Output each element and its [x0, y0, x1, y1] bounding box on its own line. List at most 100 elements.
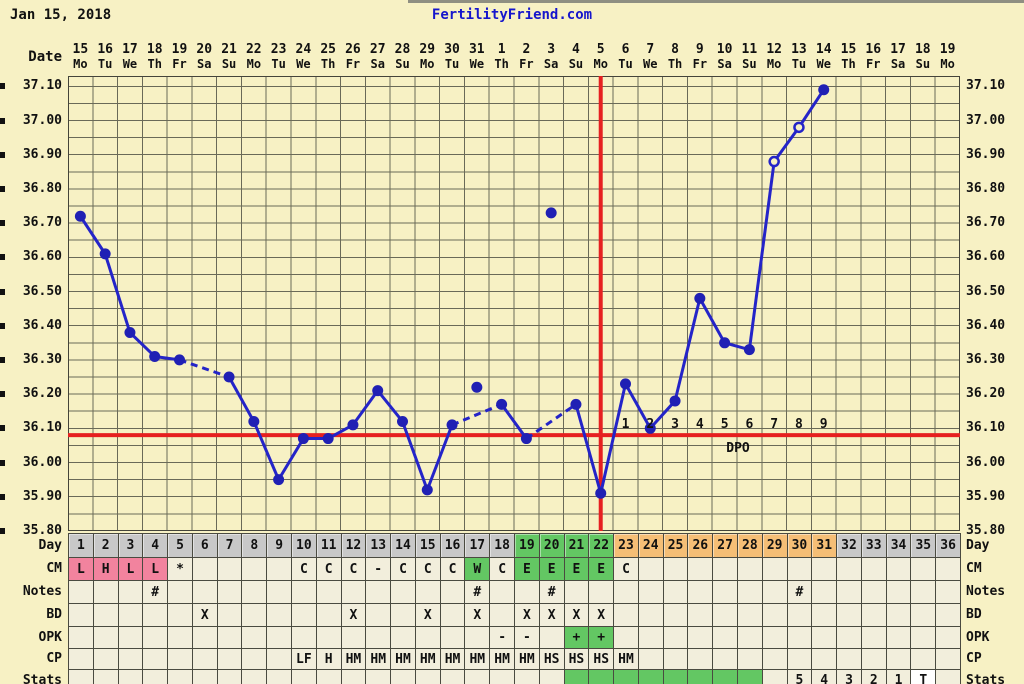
stats-cell-day-27[interactable] — [712, 669, 738, 684]
notes-cell-day-29[interactable] — [761, 580, 788, 604]
temp-point-day-18[interactable] — [496, 398, 508, 410]
stats-cell-day-36[interactable] — [935, 669, 961, 684]
notes-cell-day-27[interactable] — [712, 580, 738, 604]
cm-cell-day-1[interactable]: L — [68, 557, 94, 581]
cp-cell-day-34[interactable] — [885, 648, 912, 670]
cm-cell-day-3[interactable]: L — [117, 557, 144, 581]
bd-cell-day-3[interactable] — [117, 603, 144, 627]
cp-cell-day-15[interactable]: HM — [414, 648, 441, 670]
stats-cell-day-30[interactable]: 5 — [786, 669, 813, 684]
cp-cell-day-31[interactable] — [811, 648, 838, 670]
opk-cell-day-31[interactable] — [811, 626, 838, 649]
bd-cell-day-10[interactable] — [291, 603, 317, 627]
bd-cell-day-23[interactable] — [613, 603, 639, 627]
opk-cell-day-11[interactable] — [315, 626, 342, 649]
bd-cell-day-14[interactable] — [390, 603, 416, 627]
stats-cell-day-7[interactable] — [216, 669, 243, 684]
temp-point-day-28[interactable] — [743, 344, 755, 356]
cm-cell-day-16[interactable]: C — [439, 557, 466, 581]
day-cell-day-32[interactable]: 32 — [836, 533, 862, 558]
bd-cell-day-26[interactable] — [687, 603, 714, 627]
cp-cell-day-6[interactable] — [191, 648, 218, 670]
cp-cell-day-5[interactable] — [167, 648, 193, 670]
temp-point-day-26[interactable] — [694, 292, 706, 304]
cp-cell-day-3[interactable] — [117, 648, 144, 670]
cm-cell-day-34[interactable] — [885, 557, 912, 581]
temp-point-day-9[interactable] — [273, 474, 285, 486]
day-cell-day-36[interactable]: 36 — [935, 533, 961, 558]
notes-cell-day-1[interactable] — [68, 580, 94, 604]
bd-cell-day-11[interactable] — [315, 603, 342, 627]
opk-cell-day-16[interactable] — [439, 626, 466, 649]
stats-cell-day-32[interactable]: 3 — [836, 669, 862, 684]
cp-cell-day-11[interactable]: H — [315, 648, 342, 670]
bd-cell-day-5[interactable] — [167, 603, 193, 627]
opk-cell-day-22[interactable]: + — [588, 626, 615, 649]
day-cell-day-22[interactable]: 22 — [588, 533, 615, 558]
cm-cell-day-2[interactable]: H — [92, 557, 119, 581]
cp-cell-day-24[interactable] — [637, 648, 664, 670]
stats-cell-day-34[interactable]: 1 — [885, 669, 912, 684]
day-cell-day-26[interactable]: 26 — [687, 533, 714, 558]
notes-cell-day-36[interactable] — [935, 580, 961, 604]
cm-cell-day-33[interactable] — [860, 557, 887, 581]
opk-cell-day-19[interactable]: - — [514, 626, 540, 649]
bd-cell-day-32[interactable] — [836, 603, 862, 627]
notes-cell-day-33[interactable] — [860, 580, 887, 604]
opk-cell-day-3[interactable] — [117, 626, 144, 649]
temp-point-day-19[interactable] — [520, 433, 532, 445]
notes-cell-day-6[interactable] — [191, 580, 218, 604]
opk-cell-day-27[interactable] — [712, 626, 738, 649]
opk-cell-day-34[interactable] — [885, 626, 912, 649]
opk-cell-day-10[interactable] — [291, 626, 317, 649]
stats-cell-day-14[interactable] — [390, 669, 416, 684]
stats-cell-day-2[interactable] — [92, 669, 119, 684]
cp-cell-day-28[interactable] — [737, 648, 763, 670]
opk-cell-day-30[interactable] — [786, 626, 813, 649]
bd-cell-day-13[interactable] — [365, 603, 392, 627]
opk-cell-day-28[interactable] — [737, 626, 763, 649]
day-cell-day-23[interactable]: 23 — [613, 533, 639, 558]
cm-cell-day-27[interactable] — [712, 557, 738, 581]
notes-cell-day-8[interactable] — [241, 580, 268, 604]
bd-cell-day-24[interactable] — [637, 603, 664, 627]
bd-cell-day-9[interactable] — [266, 603, 292, 627]
day-cell-day-15[interactable]: 15 — [414, 533, 441, 558]
notes-cell-day-16[interactable] — [439, 580, 466, 604]
day-cell-day-31[interactable]: 31 — [811, 533, 838, 558]
bd-cell-day-28[interactable] — [737, 603, 763, 627]
notes-cell-day-11[interactable] — [315, 580, 342, 604]
temp-point-day-12[interactable] — [347, 419, 359, 431]
notes-cell-day-4[interactable]: # — [142, 580, 169, 604]
opk-cell-day-7[interactable] — [216, 626, 243, 649]
bd-cell-day-30[interactable] — [786, 603, 813, 627]
stats-cell-day-15[interactable] — [414, 669, 441, 684]
bd-cell-day-6[interactable]: X — [191, 603, 218, 627]
cm-cell-day-35[interactable] — [910, 557, 937, 581]
notes-cell-day-34[interactable] — [885, 580, 912, 604]
notes-cell-day-23[interactable] — [613, 580, 639, 604]
temp-point-day-16[interactable] — [446, 419, 458, 431]
notes-cell-day-32[interactable] — [836, 580, 862, 604]
temp-point-day-7[interactable] — [223, 371, 235, 383]
day-cell-day-19[interactable]: 19 — [514, 533, 540, 558]
temp-point-discarded-day-20[interactable] — [545, 207, 557, 219]
day-cell-day-6[interactable]: 6 — [191, 533, 218, 558]
cp-cell-day-23[interactable]: HM — [613, 648, 639, 670]
temp-point-day-2[interactable] — [99, 248, 111, 260]
stats-cell-day-12[interactable] — [340, 669, 367, 684]
notes-cell-day-26[interactable] — [687, 580, 714, 604]
stats-cell-day-1[interactable] — [68, 669, 94, 684]
day-cell-day-14[interactable]: 14 — [390, 533, 416, 558]
cp-cell-day-1[interactable] — [68, 648, 94, 670]
cp-cell-day-22[interactable]: HS — [588, 648, 615, 670]
day-cell-day-18[interactable]: 18 — [489, 533, 515, 558]
cp-cell-day-32[interactable] — [836, 648, 862, 670]
stats-cell-day-3[interactable] — [117, 669, 144, 684]
notes-cell-day-19[interactable] — [514, 580, 540, 604]
stats-cell-day-13[interactable] — [365, 669, 392, 684]
cp-cell-day-7[interactable] — [216, 648, 243, 670]
notes-cell-day-5[interactable] — [167, 580, 193, 604]
cm-cell-day-21[interactable]: E — [563, 557, 590, 581]
day-cell-day-21[interactable]: 21 — [563, 533, 590, 558]
